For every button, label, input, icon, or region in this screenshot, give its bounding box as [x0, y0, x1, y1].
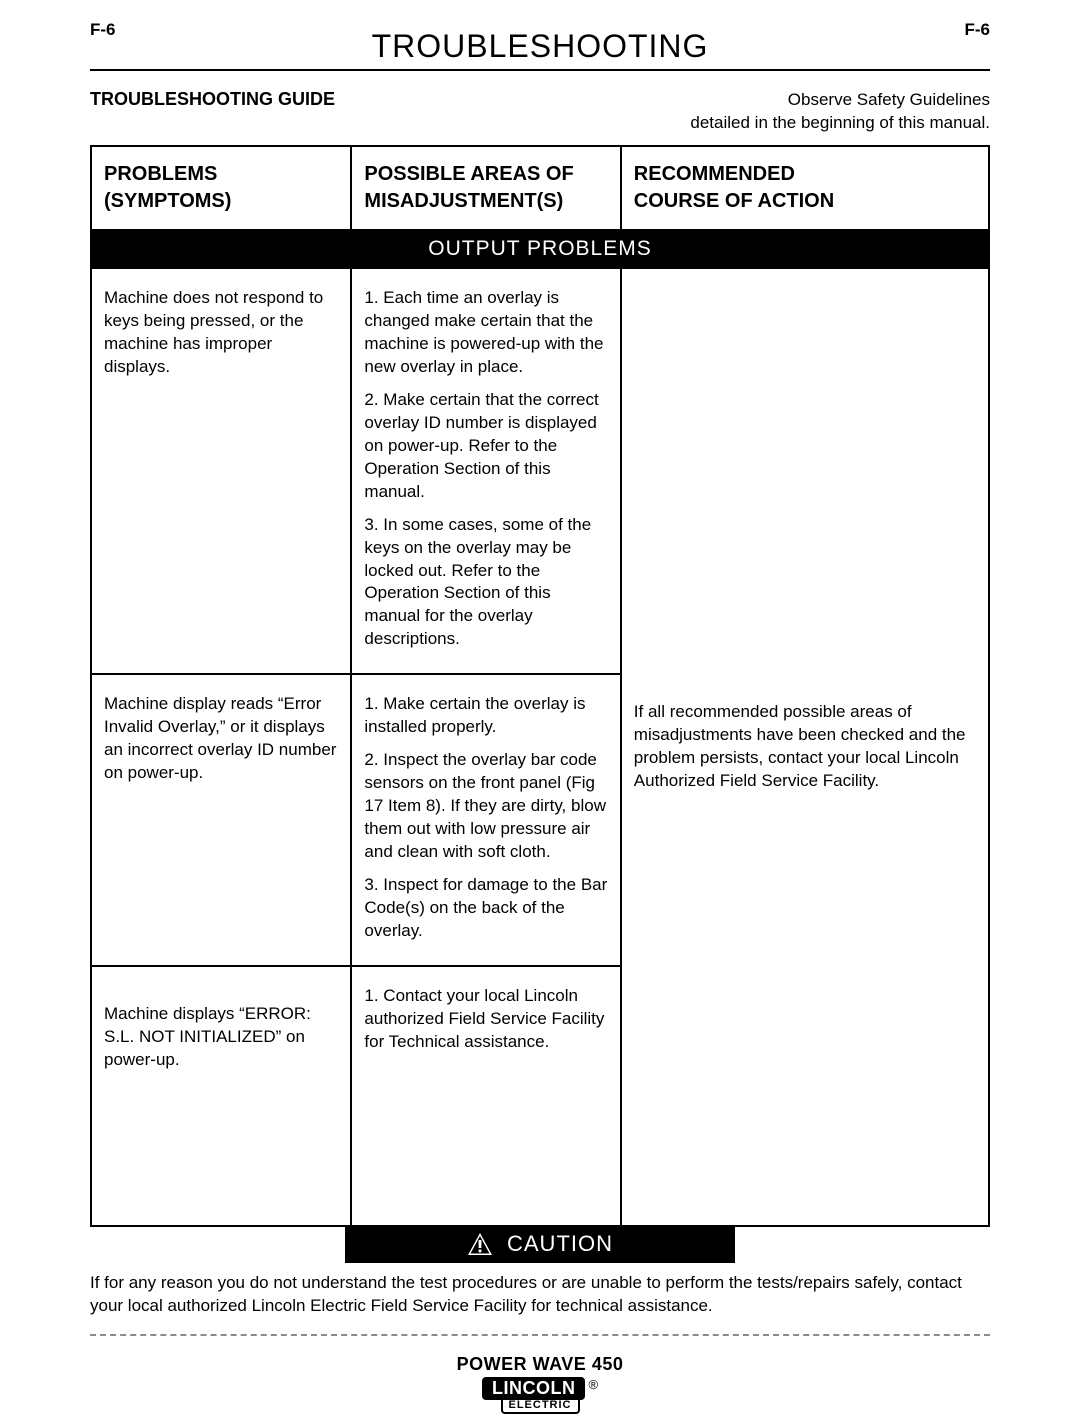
caution-block: CAUTION	[345, 1225, 735, 1263]
action-cell: If all recommended possible areas of mis…	[621, 268, 989, 1225]
title-underline	[90, 69, 990, 71]
symptom-cell: Machine display reads “Error Invalid Ove…	[91, 674, 351, 965]
dashed-divider	[90, 1334, 990, 1336]
cause-item: 1. Make certain the overlay is installed…	[364, 693, 607, 739]
caution-label: CAUTION	[507, 1231, 613, 1257]
safety-line2: detailed in the beginning of this manual…	[690, 113, 990, 132]
brand-logo: LINCOLN® ELECTRIC	[482, 1377, 598, 1414]
page-number-right: F-6	[965, 20, 991, 40]
cause-item: 2. Make certain that the correct overlay…	[364, 389, 607, 504]
causes-cell: 1. Contact your local Lincoln authorized…	[351, 966, 620, 1226]
page-title: TROUBLESHOOTING	[116, 20, 965, 65]
safety-line1: Observe Safety Guidelines	[788, 90, 990, 109]
product-name: POWER WAVE 450	[90, 1354, 990, 1375]
troubleshooting-table: PROBLEMS (SYMPTOMS) POSSIBLE AREAS OF MI…	[90, 145, 990, 1227]
cause-item: 1. Each time an overlay is changed make …	[364, 287, 607, 379]
subheader-row: TROUBLESHOOTING GUIDE Observe Safety Gui…	[90, 89, 990, 135]
symptom-cell: Machine displays “ERROR: S.L. NOT INITIA…	[91, 966, 351, 1226]
safety-note: Observe Safety Guidelines detailed in th…	[690, 89, 990, 135]
page-header: F-6 TROUBLESHOOTING F-6	[90, 20, 990, 65]
caution-text: If for any reason you do not understand …	[90, 1271, 990, 1319]
cause-item: 2. Inspect the overlay bar code sensors …	[364, 749, 607, 864]
registered-icon: ®	[588, 1377, 598, 1392]
table-header-row: PROBLEMS (SYMPTOMS) POSSIBLE AREAS OF MI…	[91, 146, 989, 230]
header-problems: PROBLEMS (SYMPTOMS)	[91, 146, 351, 230]
section-band-row: OUTPUT PROBLEMS	[91, 230, 989, 268]
causes-cell: 1. Make certain the overlay is installed…	[351, 674, 620, 965]
cause-item: 3. Inspect for damage to the Bar Code(s)…	[364, 874, 607, 943]
cause-item: 1. Contact your local Lincoln authorized…	[364, 985, 607, 1054]
table-row: Machine does not respond to keys being p…	[91, 268, 989, 674]
header-action: RECOMMENDED COURSE OF ACTION	[621, 146, 989, 230]
page-footer: POWER WAVE 450 LINCOLN® ELECTRIC	[90, 1354, 990, 1414]
causes-cell: 1. Each time an overlay is changed make …	[351, 268, 620, 674]
warning-icon	[467, 1232, 493, 1256]
cause-item: 3. In some cases, some of the keys on th…	[364, 514, 607, 652]
header-causes: POSSIBLE AREAS OF MISADJUSTMENT(S)	[351, 146, 620, 230]
symptom-cell: Machine does not respond to keys being p…	[91, 268, 351, 674]
brand-bottom: ELECTRIC	[501, 1399, 580, 1414]
section-band-label: OUTPUT PROBLEMS	[91, 230, 989, 268]
guide-label: TROUBLESHOOTING GUIDE	[90, 89, 335, 110]
caution-bar: CAUTION	[345, 1225, 735, 1263]
page-number-left: F-6	[90, 20, 116, 40]
